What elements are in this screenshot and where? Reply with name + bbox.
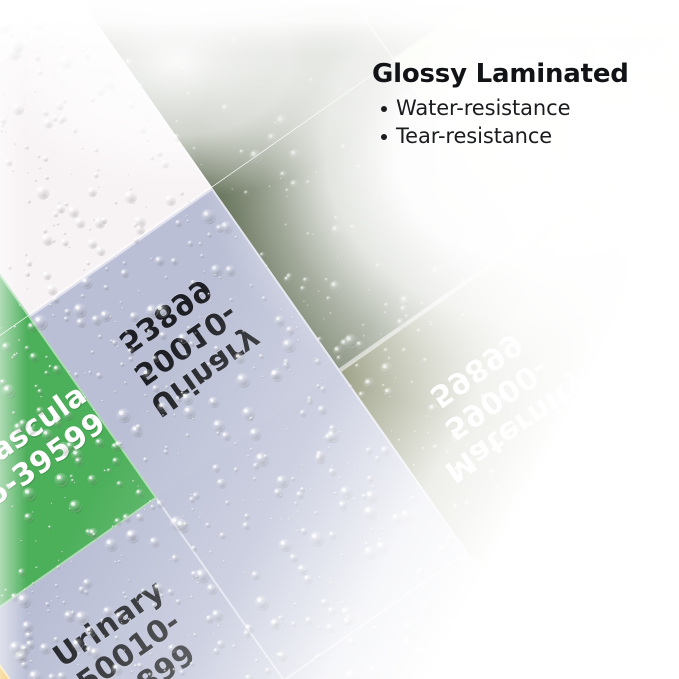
marketing-copy: Glossy Laminated Water-resistance Tear-r… (372, 59, 672, 151)
copy-bullet-water-resistance: Water-resistance (381, 95, 672, 123)
copy-bullet-list: Water-resistance Tear-resistance (372, 95, 672, 151)
copy-bullet-tear-resistance: Tear-resistance (381, 123, 672, 151)
copy-heading: Glossy Laminated (372, 59, 629, 89)
